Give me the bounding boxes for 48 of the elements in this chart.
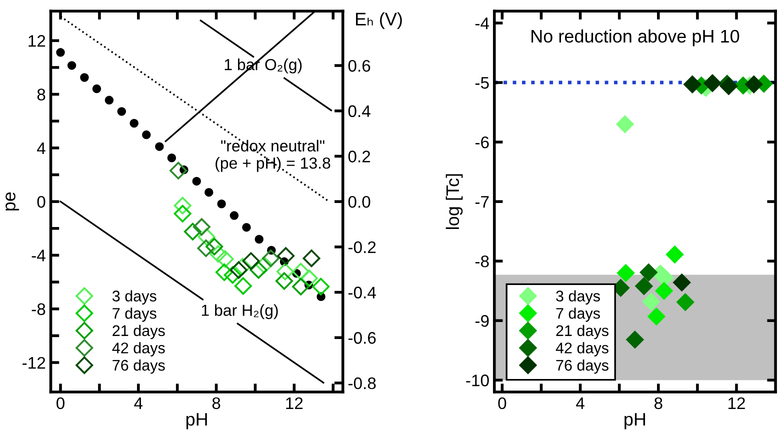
legend-label: 3 days — [112, 290, 156, 305]
legend-label: 7 days — [112, 308, 156, 322]
y2-axis-title: Eₕ (V) — [356, 12, 402, 30]
y2-tick-label: -0.2 — [348, 241, 376, 254]
x-axis-title: pH — [186, 413, 207, 430]
legend-label: 42 days — [556, 342, 608, 356]
y2-tick-label: -0.6 — [348, 332, 376, 344]
legend-label: 42 days — [112, 342, 165, 356]
legend-label: 21 days — [556, 324, 608, 340]
y-tick-label: -5 — [475, 77, 489, 89]
annotation: "redox neutral" (pe + pH) = 13.8 — [216, 140, 330, 172]
y2-tick-label: -0.8 — [348, 377, 376, 390]
x-tick-label: 4 — [576, 398, 584, 409]
legend-label: 21 days — [112, 324, 165, 340]
y-tick-label: 4 — [37, 142, 46, 154]
y-tick-label: 8 — [37, 88, 46, 100]
x-tick-label: 0 — [498, 397, 506, 410]
y-tick-label: -9 — [475, 315, 489, 327]
y-tick-label: -12 — [22, 356, 46, 369]
y-tick-label: -10 — [466, 374, 489, 386]
y-tick-label: 0 — [37, 196, 46, 208]
y-tick-label: -4 — [475, 18, 490, 30]
legend-label: 76 days — [112, 359, 165, 374]
y-tick-label: -7 — [475, 196, 489, 208]
y-tick-label: 12 — [28, 35, 46, 47]
y2-tick-label: 0.6 — [348, 60, 370, 72]
legend-label: 7 days — [556, 308, 600, 322]
x-tick-label: 12 — [728, 397, 745, 409]
y2-tick-label: -0.4 — [348, 286, 376, 298]
annotation: 1 bar H₂(g) — [202, 304, 278, 320]
y2-tick-label: 0.2 — [348, 150, 370, 162]
y-tick-label: -8 — [475, 256, 489, 268]
y-tick-label: -4 — [32, 250, 46, 262]
x-axis-title: pH — [624, 413, 646, 430]
y-axis-title: log [Tc] — [446, 174, 463, 229]
y2-tick-label: 0.0 — [348, 196, 370, 208]
x-tick-label: 4 — [134, 398, 143, 409]
legend-label: 76 days — [556, 359, 608, 374]
legend-label: 3 days — [556, 290, 600, 305]
y-axis-title: pe — [6, 192, 20, 210]
x-tick-label: 12 — [286, 397, 303, 409]
x-tick-label: 8 — [654, 397, 662, 410]
x-tick-label: 8 — [212, 397, 220, 410]
y-tick-label: -6 — [475, 136, 489, 148]
y-tick-label: -8 — [32, 303, 46, 316]
x-tick-label: 0 — [56, 397, 64, 410]
y2-tick-label: 0.4 — [348, 105, 370, 118]
annotation: No reduction above pH 10 — [532, 29, 740, 46]
